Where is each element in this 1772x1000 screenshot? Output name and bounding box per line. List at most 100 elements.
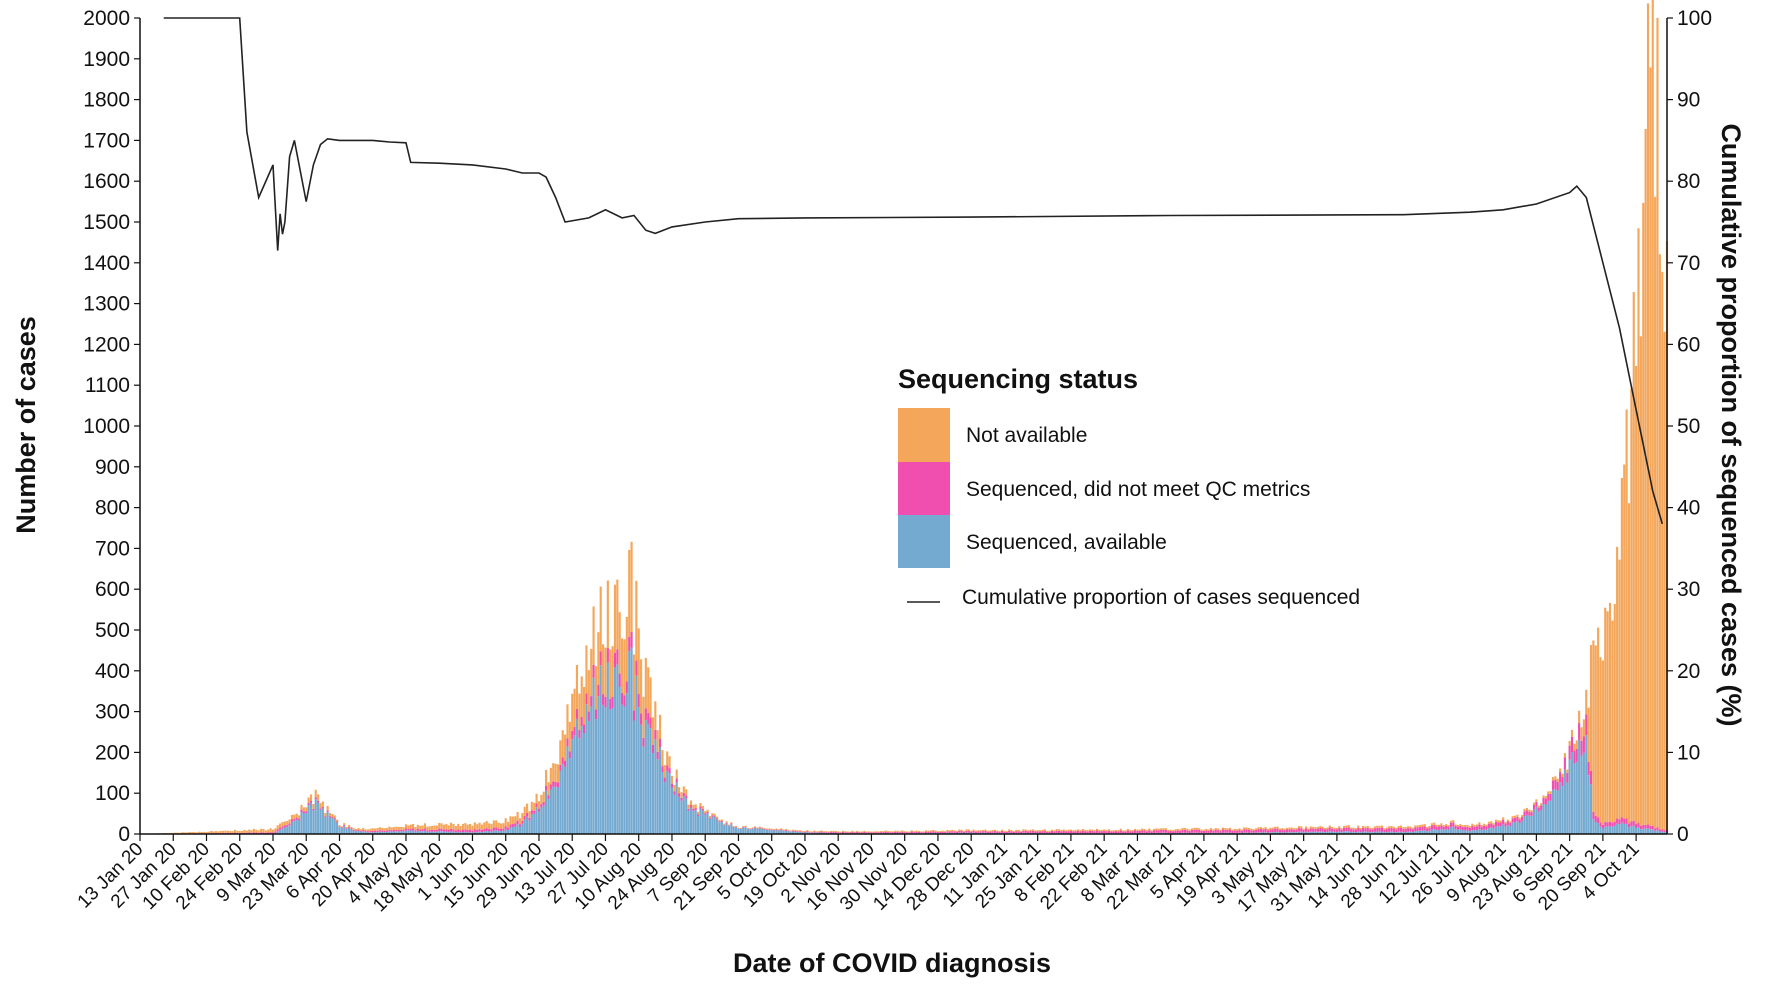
bar-segment bbox=[780, 828, 783, 830]
bar-segment bbox=[1559, 772, 1562, 783]
bar-segment bbox=[1169, 829, 1172, 831]
bar-segment bbox=[1426, 828, 1429, 832]
bar-segment bbox=[457, 831, 460, 834]
bar-segment bbox=[328, 817, 332, 834]
legend-swatch-failed-qc bbox=[898, 462, 950, 515]
bar-segment bbox=[1532, 802, 1536, 805]
bar-segment bbox=[625, 693, 628, 834]
bar-segment bbox=[390, 827, 393, 831]
bar-segment bbox=[276, 825, 279, 830]
bar-segment bbox=[585, 645, 588, 694]
bar-segment bbox=[359, 831, 362, 834]
bar-segment bbox=[523, 819, 526, 834]
bar-segment bbox=[1264, 832, 1267, 834]
bar-segment bbox=[407, 829, 410, 831]
bar-segment bbox=[1293, 829, 1296, 833]
bar-segment bbox=[388, 829, 391, 832]
bar-segment bbox=[176, 832, 180, 834]
bar-segment bbox=[1485, 824, 1488, 827]
bar-segment bbox=[789, 831, 792, 834]
bar-segment bbox=[606, 648, 609, 663]
bar-segment bbox=[1340, 832, 1343, 834]
bar-segment bbox=[1570, 736, 1574, 752]
bar-segment bbox=[832, 830, 835, 832]
bar-segment bbox=[1236, 829, 1239, 831]
bar-segment bbox=[1019, 831, 1023, 834]
bar-segment bbox=[846, 831, 849, 833]
bar-segment bbox=[656, 751, 659, 760]
bar-segment bbox=[1535, 799, 1538, 802]
bar-segment bbox=[214, 831, 218, 834]
bar-segment bbox=[1378, 825, 1381, 828]
bar-segment bbox=[1475, 830, 1479, 834]
bar-segment bbox=[839, 831, 842, 833]
bar-segment bbox=[882, 832, 885, 834]
bar-segment bbox=[628, 636, 631, 652]
bar-segment bbox=[293, 818, 296, 821]
bar-segment bbox=[1623, 464, 1626, 819]
bar-segment bbox=[1347, 825, 1350, 828]
bar-segment bbox=[1532, 804, 1536, 810]
bar-segment bbox=[1105, 829, 1108, 832]
bar-segment bbox=[884, 831, 887, 834]
bar-segment bbox=[739, 827, 742, 829]
bar-segment bbox=[1601, 824, 1604, 829]
bar-segment bbox=[1323, 829, 1327, 833]
bar-segment bbox=[1155, 828, 1158, 831]
bar-segment bbox=[1316, 831, 1319, 834]
y-axis-title: Number of cases bbox=[11, 316, 41, 534]
bar-segment bbox=[350, 828, 353, 830]
bar-segment bbox=[917, 831, 921, 834]
bar-segment bbox=[1376, 825, 1379, 828]
bar-segment bbox=[730, 822, 733, 824]
bar-segment bbox=[977, 830, 980, 832]
bar-segment bbox=[1357, 825, 1360, 828]
bar-segment bbox=[587, 720, 590, 834]
legend: Sequencing status Not available Sequence… bbox=[898, 364, 1360, 609]
bar-segment bbox=[1423, 826, 1426, 831]
bar-segment bbox=[704, 811, 707, 814]
bar-segment bbox=[744, 825, 747, 827]
bar-segment bbox=[1328, 831, 1331, 834]
bar-segment bbox=[1656, 827, 1659, 831]
bar-segment bbox=[1122, 831, 1125, 834]
bar-segment bbox=[1556, 778, 1559, 782]
bar-segment bbox=[1613, 825, 1616, 834]
bar-segment bbox=[507, 829, 510, 834]
bar-segment bbox=[1062, 829, 1065, 831]
bar-segment bbox=[592, 606, 595, 665]
bar-segment bbox=[1537, 805, 1540, 808]
bar-segment bbox=[433, 825, 436, 830]
bar-segment bbox=[1297, 831, 1300, 834]
bar-segment bbox=[616, 649, 619, 665]
bar-segment bbox=[1162, 828, 1165, 830]
bar-segment bbox=[1031, 829, 1034, 831]
bar-segment bbox=[621, 692, 624, 705]
bar-segment bbox=[1563, 757, 1566, 770]
y-tick-label: 1500 bbox=[83, 211, 130, 234]
bar-segment bbox=[509, 827, 512, 834]
bar-segment bbox=[1656, 17, 1659, 828]
bar-segment bbox=[549, 789, 552, 834]
y-tick-label: 1100 bbox=[85, 374, 130, 397]
bar-segment bbox=[1390, 825, 1393, 828]
bar-segment bbox=[1340, 828, 1343, 830]
bar-segment bbox=[1618, 559, 1621, 820]
bar-segment bbox=[1376, 831, 1379, 834]
bar-segment bbox=[307, 805, 310, 834]
bar-segment bbox=[590, 696, 593, 707]
bar-segment bbox=[613, 584, 617, 653]
bar-segment bbox=[286, 821, 289, 825]
bar-segment bbox=[746, 827, 750, 829]
bar-segment bbox=[602, 704, 605, 834]
bar-segment bbox=[927, 831, 930, 834]
bar-segment bbox=[1371, 827, 1374, 830]
bar-segment bbox=[621, 638, 624, 693]
bar-segment bbox=[395, 826, 398, 830]
bar-segment bbox=[979, 830, 982, 832]
bar-segment bbox=[1252, 830, 1255, 833]
bars-layer bbox=[146, 0, 1669, 834]
bar-segment bbox=[953, 831, 956, 833]
bar-segment bbox=[198, 831, 201, 834]
bar-segment bbox=[1523, 816, 1526, 834]
